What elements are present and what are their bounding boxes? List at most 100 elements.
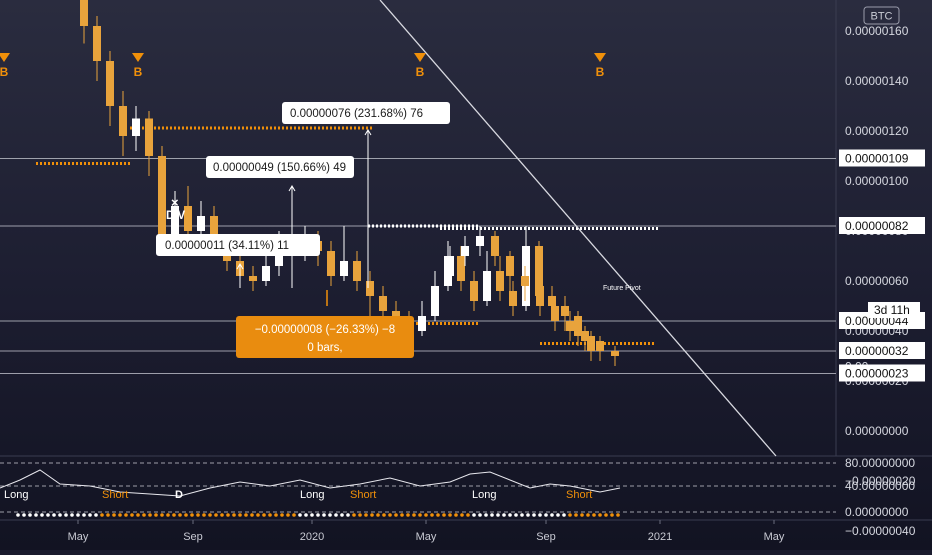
candle-body — [581, 331, 589, 341]
oscillator-dot — [412, 513, 416, 517]
candle-body — [574, 316, 582, 336]
oscillator-dot — [322, 513, 326, 517]
candle-body — [93, 26, 101, 61]
oscillator-dot — [502, 513, 506, 517]
buy-signal-arrow — [132, 53, 144, 62]
oscillator-dot — [226, 513, 230, 517]
oscillator-dot — [34, 513, 38, 517]
oscillator-tick: 40.00000000 — [845, 479, 915, 493]
trendline[interactable] — [379, 0, 777, 457]
oscillator-dot — [262, 513, 266, 517]
measure-callout-1-text: 0.00000076 (231.68%) 76 — [290, 108, 423, 120]
candle-body — [587, 336, 595, 351]
range-callout[interactable]: −0.00000008 (−26.33%) −8 0 bars, — [236, 316, 414, 358]
oscillator-dot — [382, 513, 386, 517]
oscillator-dot — [376, 513, 380, 517]
oscillator-dot — [148, 513, 152, 517]
level-price-label: 0.00000109 — [845, 152, 909, 166]
candle-body — [158, 156, 166, 246]
measure-callout-1[interactable]: 0.00000076 (231.68%) 76 — [282, 102, 450, 124]
oscillator-dot — [430, 513, 434, 517]
candle-body — [535, 246, 543, 296]
time-tick: 2021 — [648, 531, 672, 543]
time-tick: May — [764, 531, 785, 543]
oscillator-dot — [448, 513, 452, 517]
oscillator-dot — [16, 513, 20, 517]
oscillator-short-label: Short — [350, 489, 376, 501]
oscillator-dot — [400, 513, 404, 517]
oscillator-dot — [328, 513, 332, 517]
candle-body — [506, 256, 514, 276]
candle-body — [461, 246, 469, 256]
time-axis[interactable]: May Sep 2020 May Sep 2021 May — [68, 520, 785, 543]
time-tick: 2020 — [300, 531, 324, 543]
candle-body — [171, 206, 179, 246]
oscillator-dot — [94, 513, 98, 517]
oscillator-d-mark: D — [175, 489, 183, 501]
oscillator-dot — [562, 513, 566, 517]
divergence-label: DIV — [166, 210, 186, 222]
oscillator-dot — [58, 513, 62, 517]
oscillator-dot — [484, 513, 488, 517]
oscillator-long-label: Long — [4, 489, 28, 501]
price-tick: 0.00000060 — [845, 274, 909, 288]
buy-signal-arrow — [594, 53, 606, 62]
level-price-badge — [839, 149, 925, 167]
oscillator-dot — [244, 513, 248, 517]
oscillator-dot — [352, 513, 356, 517]
price-tick: 0.00000140 — [845, 74, 909, 88]
oscillator-dot — [70, 513, 74, 517]
level-price-label: 0.00000082 — [845, 219, 909, 233]
oscillator-dot — [166, 513, 170, 517]
symbol-badge-frame[interactable] — [863, 6, 900, 25]
range-callout-line1: −0.00000008 (−26.33%) −8 — [255, 324, 395, 336]
oscillator-dot — [340, 513, 344, 517]
price-tick: 0.00000100 — [845, 174, 909, 188]
candle-body — [197, 216, 205, 231]
oscillator-dot — [610, 513, 614, 517]
oscillator-dot — [364, 513, 368, 517]
price-tick: 0.00000160 — [845, 24, 909, 38]
candle-body — [446, 256, 454, 276]
measure-callout-3-text: 0.00000011 (34.11%) 11 — [165, 240, 289, 252]
oscillator-dot — [346, 513, 350, 517]
candle-body — [210, 216, 218, 246]
oscillator-long-label: Long — [300, 489, 324, 501]
oscillator-dot — [532, 513, 536, 517]
price-axis[interactable]: 0.00000160 0.00000140 0.00000120 0.00000100… — [839, 24, 925, 538]
oscillator-dot — [394, 513, 398, 517]
oscillator-dot — [202, 513, 206, 517]
buy-signal-label: B — [134, 65, 143, 79]
oscillator-dot — [64, 513, 68, 517]
oscillator-dot — [514, 513, 518, 517]
candle-body — [262, 266, 270, 281]
measure-callout-3[interactable]: 0.00000011 (34.11%) 11 — [156, 234, 320, 256]
time-tick: May — [416, 531, 437, 543]
candle-body — [611, 351, 619, 356]
candle-body — [145, 118, 153, 156]
oscillator-dot — [118, 513, 122, 517]
oscillator-dot — [520, 513, 524, 517]
level-price-badge — [839, 342, 925, 359]
oscillator-dot — [316, 513, 320, 517]
level-price-badge — [839, 364, 925, 382]
divergence-x-mark: × — [171, 195, 179, 210]
candle-body — [431, 286, 439, 316]
oscillator-dot — [496, 513, 500, 517]
future-pivot-label: Future Pivot — [603, 285, 641, 292]
oscillator-dot — [106, 513, 110, 517]
oscillator-pane: 80.00000000 40.00000000 0.00000000 Long Long… — [0, 456, 915, 519]
oscillator-dot — [250, 513, 254, 517]
oscillator-dot — [598, 513, 602, 517]
oscillator-dot — [178, 513, 182, 517]
candle-body — [418, 316, 426, 331]
candle-body — [106, 61, 114, 106]
oscillator-dot — [478, 513, 482, 517]
oscillator-dot — [82, 513, 86, 517]
measure-callout-2[interactable]: 0.00000049 (150.66%) 49 — [206, 156, 354, 178]
oscillator-dot — [196, 513, 200, 517]
descending-trendline[interactable] — [379, 0, 777, 457]
buy-signal-arrow — [414, 53, 426, 62]
